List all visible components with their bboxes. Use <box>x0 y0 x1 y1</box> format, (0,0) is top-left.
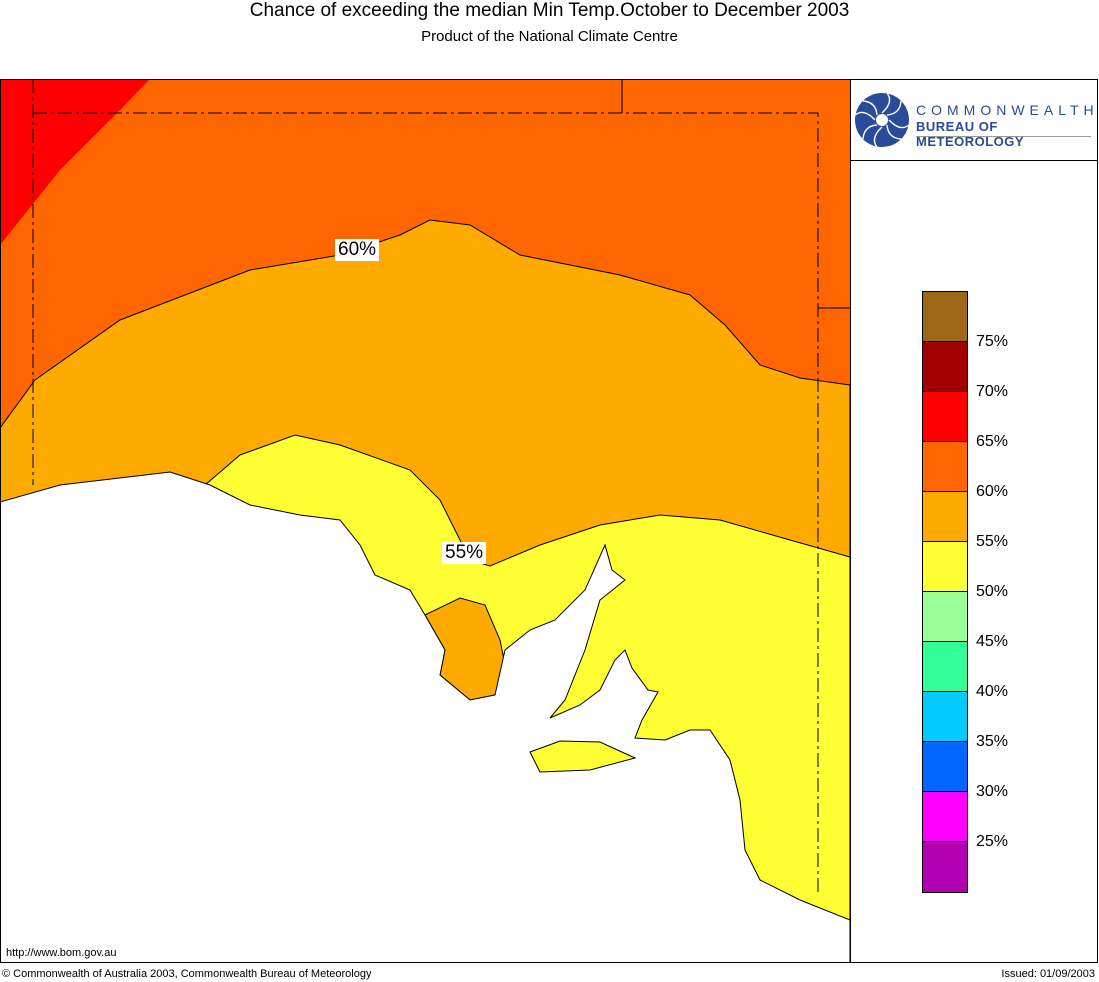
legend-swatch <box>923 542 967 592</box>
legend-swatch <box>923 392 967 442</box>
legend-label: 40% <box>976 683 1009 700</box>
legend-swatch <box>923 342 967 392</box>
legend-swatch <box>923 492 967 542</box>
legend-label: 50% <box>976 583 1009 600</box>
spiral-logo-icon <box>854 92 910 148</box>
kangaroo-island <box>529 740 637 773</box>
logo-divider <box>850 160 1098 161</box>
legend-label: 75% <box>976 333 1009 350</box>
map-title: Chance of exceeding the median Min Temp.… <box>249 0 850 21</box>
probability-map <box>1 80 850 962</box>
legend-label: 35% <box>976 733 1009 750</box>
map-frame <box>0 79 1098 963</box>
legend-swatch <box>923 642 967 692</box>
website-url[interactable]: http://www.bom.gov.au <box>6 947 117 959</box>
legend-label: 25% <box>976 833 1009 850</box>
state-borders <box>32 80 850 895</box>
logo-line2: BUREAU OF METEOROLOGY <box>916 119 1025 149</box>
panel-divider <box>850 79 851 963</box>
legend-label: 30% <box>976 783 1009 800</box>
legend-label: 45% <box>976 633 1009 650</box>
logo-line1: COMMONWEALTH <box>916 102 1099 118</box>
color-legend <box>922 291 968 893</box>
legend-swatch <box>923 842 967 892</box>
legend-label: 65% <box>976 433 1009 450</box>
legend-swatch <box>923 592 967 642</box>
region-65-70 <box>1 80 150 244</box>
legend-swatch <box>923 292 967 342</box>
issued-date: Issued: 01/09/2003 <box>1001 968 1095 980</box>
legend-swatch <box>923 792 967 842</box>
bom-logo: COMMONWEALTH BUREAU OF METEOROLOGY <box>854 92 1094 152</box>
legend-label: 60% <box>976 483 1009 500</box>
contour-label-55: 55% <box>442 542 487 564</box>
legend-swatch <box>923 692 967 742</box>
legend-label: 70% <box>976 383 1009 400</box>
legend-swatch <box>923 742 967 792</box>
contour-label-60: 60% <box>335 239 380 261</box>
copyright-text: © Commonwealth of Australia 2003, Common… <box>2 968 372 980</box>
legend-label: 55% <box>976 533 1009 550</box>
logo-rule <box>916 136 1091 137</box>
legend-swatch <box>923 442 967 492</box>
map-subtitle: Product of the National Climate Centre <box>421 28 678 45</box>
sea <box>1 471 850 962</box>
